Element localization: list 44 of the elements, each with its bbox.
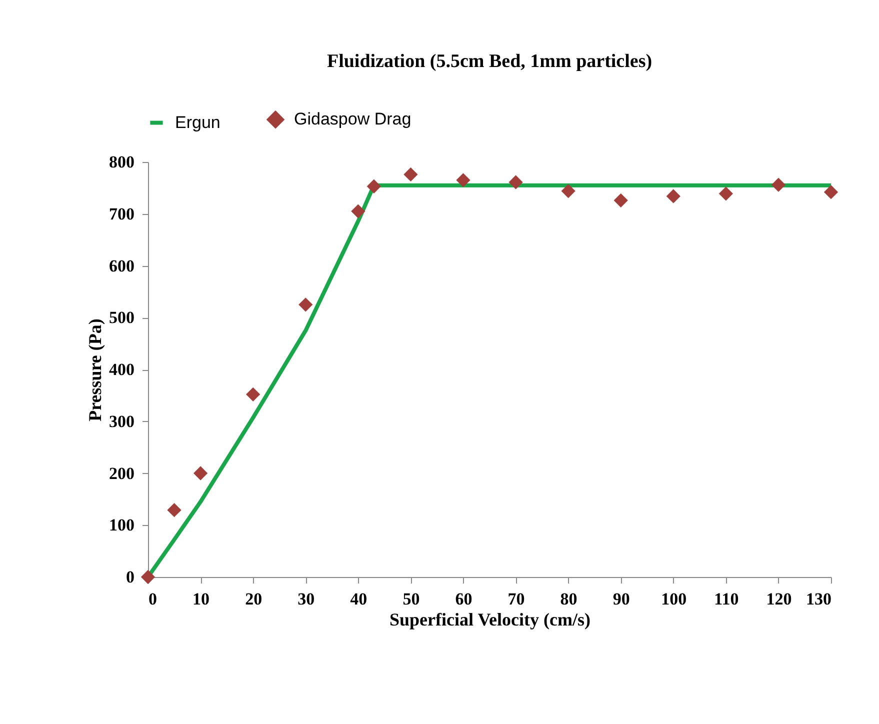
x-tick-label: 30 [298,590,315,608]
y-tick-label: 400 [109,360,134,379]
point [366,179,381,194]
point [298,298,313,312]
y-axis-title: Pressure (Pa) [85,318,105,422]
y-tick-label: 500 [109,308,134,328]
x-tick-label: 40 [350,590,368,608]
x-tick-label: 20 [245,590,262,608]
point [167,503,182,518]
y-tick-label: 300 [109,412,134,431]
x-tick-label: 130 [806,590,832,608]
point [456,173,470,188]
point [718,186,733,201]
point [193,466,208,480]
x-tick-label: 100 [661,590,687,608]
x-tick-label: 60 [455,590,472,608]
x-tick-label: 70 [508,590,525,608]
legend-label: Ergun [175,112,220,132]
x-tick-label: 120 [766,590,792,608]
x-tick-label: 90 [612,590,630,608]
x-tick-label: 110 [714,590,739,608]
y-tick-label: 800 [109,152,134,172]
point [771,178,786,192]
y-tick-label: 600 [109,256,134,276]
y-tick-label: 0 [126,568,134,586]
point [246,387,260,402]
point [666,189,680,204]
chart-title: Fluidization (5.5cm Bed, 1mm particles) [326,51,652,72]
x-tick-label: 10 [192,590,210,608]
x-tick-label: 0 [148,590,157,608]
point [614,193,628,208]
y-tick-label: 200 [109,464,134,483]
y-tick-label: 100 [109,516,134,535]
x-tick-label: 80 [560,590,578,608]
point [140,570,156,584]
x-axis-title: Superficial Velocity (cm/s) [390,610,590,630]
x-tick-label: 50 [402,590,420,608]
point [561,184,576,198]
point [351,204,366,218]
point [404,167,418,182]
legend-label: Gidaspow Drag [294,110,412,129]
point [824,185,838,200]
y-tick-label: 700 [109,204,134,224]
point [508,175,523,190]
